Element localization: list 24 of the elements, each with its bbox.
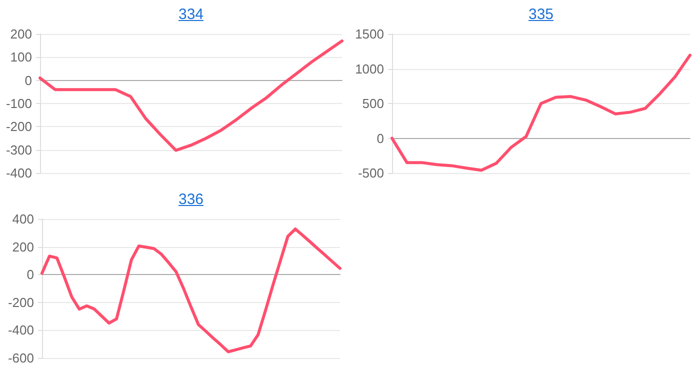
y-tick-label: 100 xyxy=(10,50,32,65)
y-tick-label: 0 xyxy=(24,72,32,88)
line-series xyxy=(40,228,342,354)
y-tick-label: 0 xyxy=(376,130,384,146)
y-tick-label: -600 xyxy=(8,350,34,366)
y-tick-label: -200 xyxy=(8,294,34,310)
chart-title: 336 xyxy=(177,191,205,208)
y-tick-label: -400 xyxy=(6,166,32,180)
y-tick-label: 1500 xyxy=(355,26,384,42)
y-tick-label: -100 xyxy=(6,96,32,111)
y-tick-label: -200 xyxy=(6,119,32,134)
y-tick-label: 1000 xyxy=(355,61,384,76)
chart-title: 334 xyxy=(177,6,205,23)
y-tick-label: 200 xyxy=(12,239,34,254)
y-tick-label: -500 xyxy=(358,166,384,180)
line-series xyxy=(390,54,692,172)
y-tick-label: -300 xyxy=(6,142,32,158)
line-series xyxy=(38,39,344,152)
y-tick-label: 200 xyxy=(10,26,32,42)
y-tick-label: 500 xyxy=(362,96,384,111)
y-tick-label: 400 xyxy=(12,212,34,226)
chart-title: 335 xyxy=(527,6,555,23)
y-tick-label: 0 xyxy=(26,267,34,282)
y-tick-label: -400 xyxy=(8,322,34,338)
